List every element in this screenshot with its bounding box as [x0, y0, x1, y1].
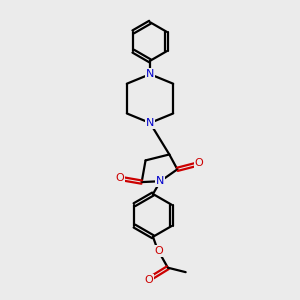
Text: N: N [156, 176, 165, 186]
Text: O: O [116, 172, 124, 183]
Text: O: O [144, 275, 153, 285]
Text: N: N [146, 69, 154, 79]
Text: O: O [195, 158, 203, 168]
Text: N: N [146, 118, 154, 128]
Text: O: O [154, 246, 163, 256]
